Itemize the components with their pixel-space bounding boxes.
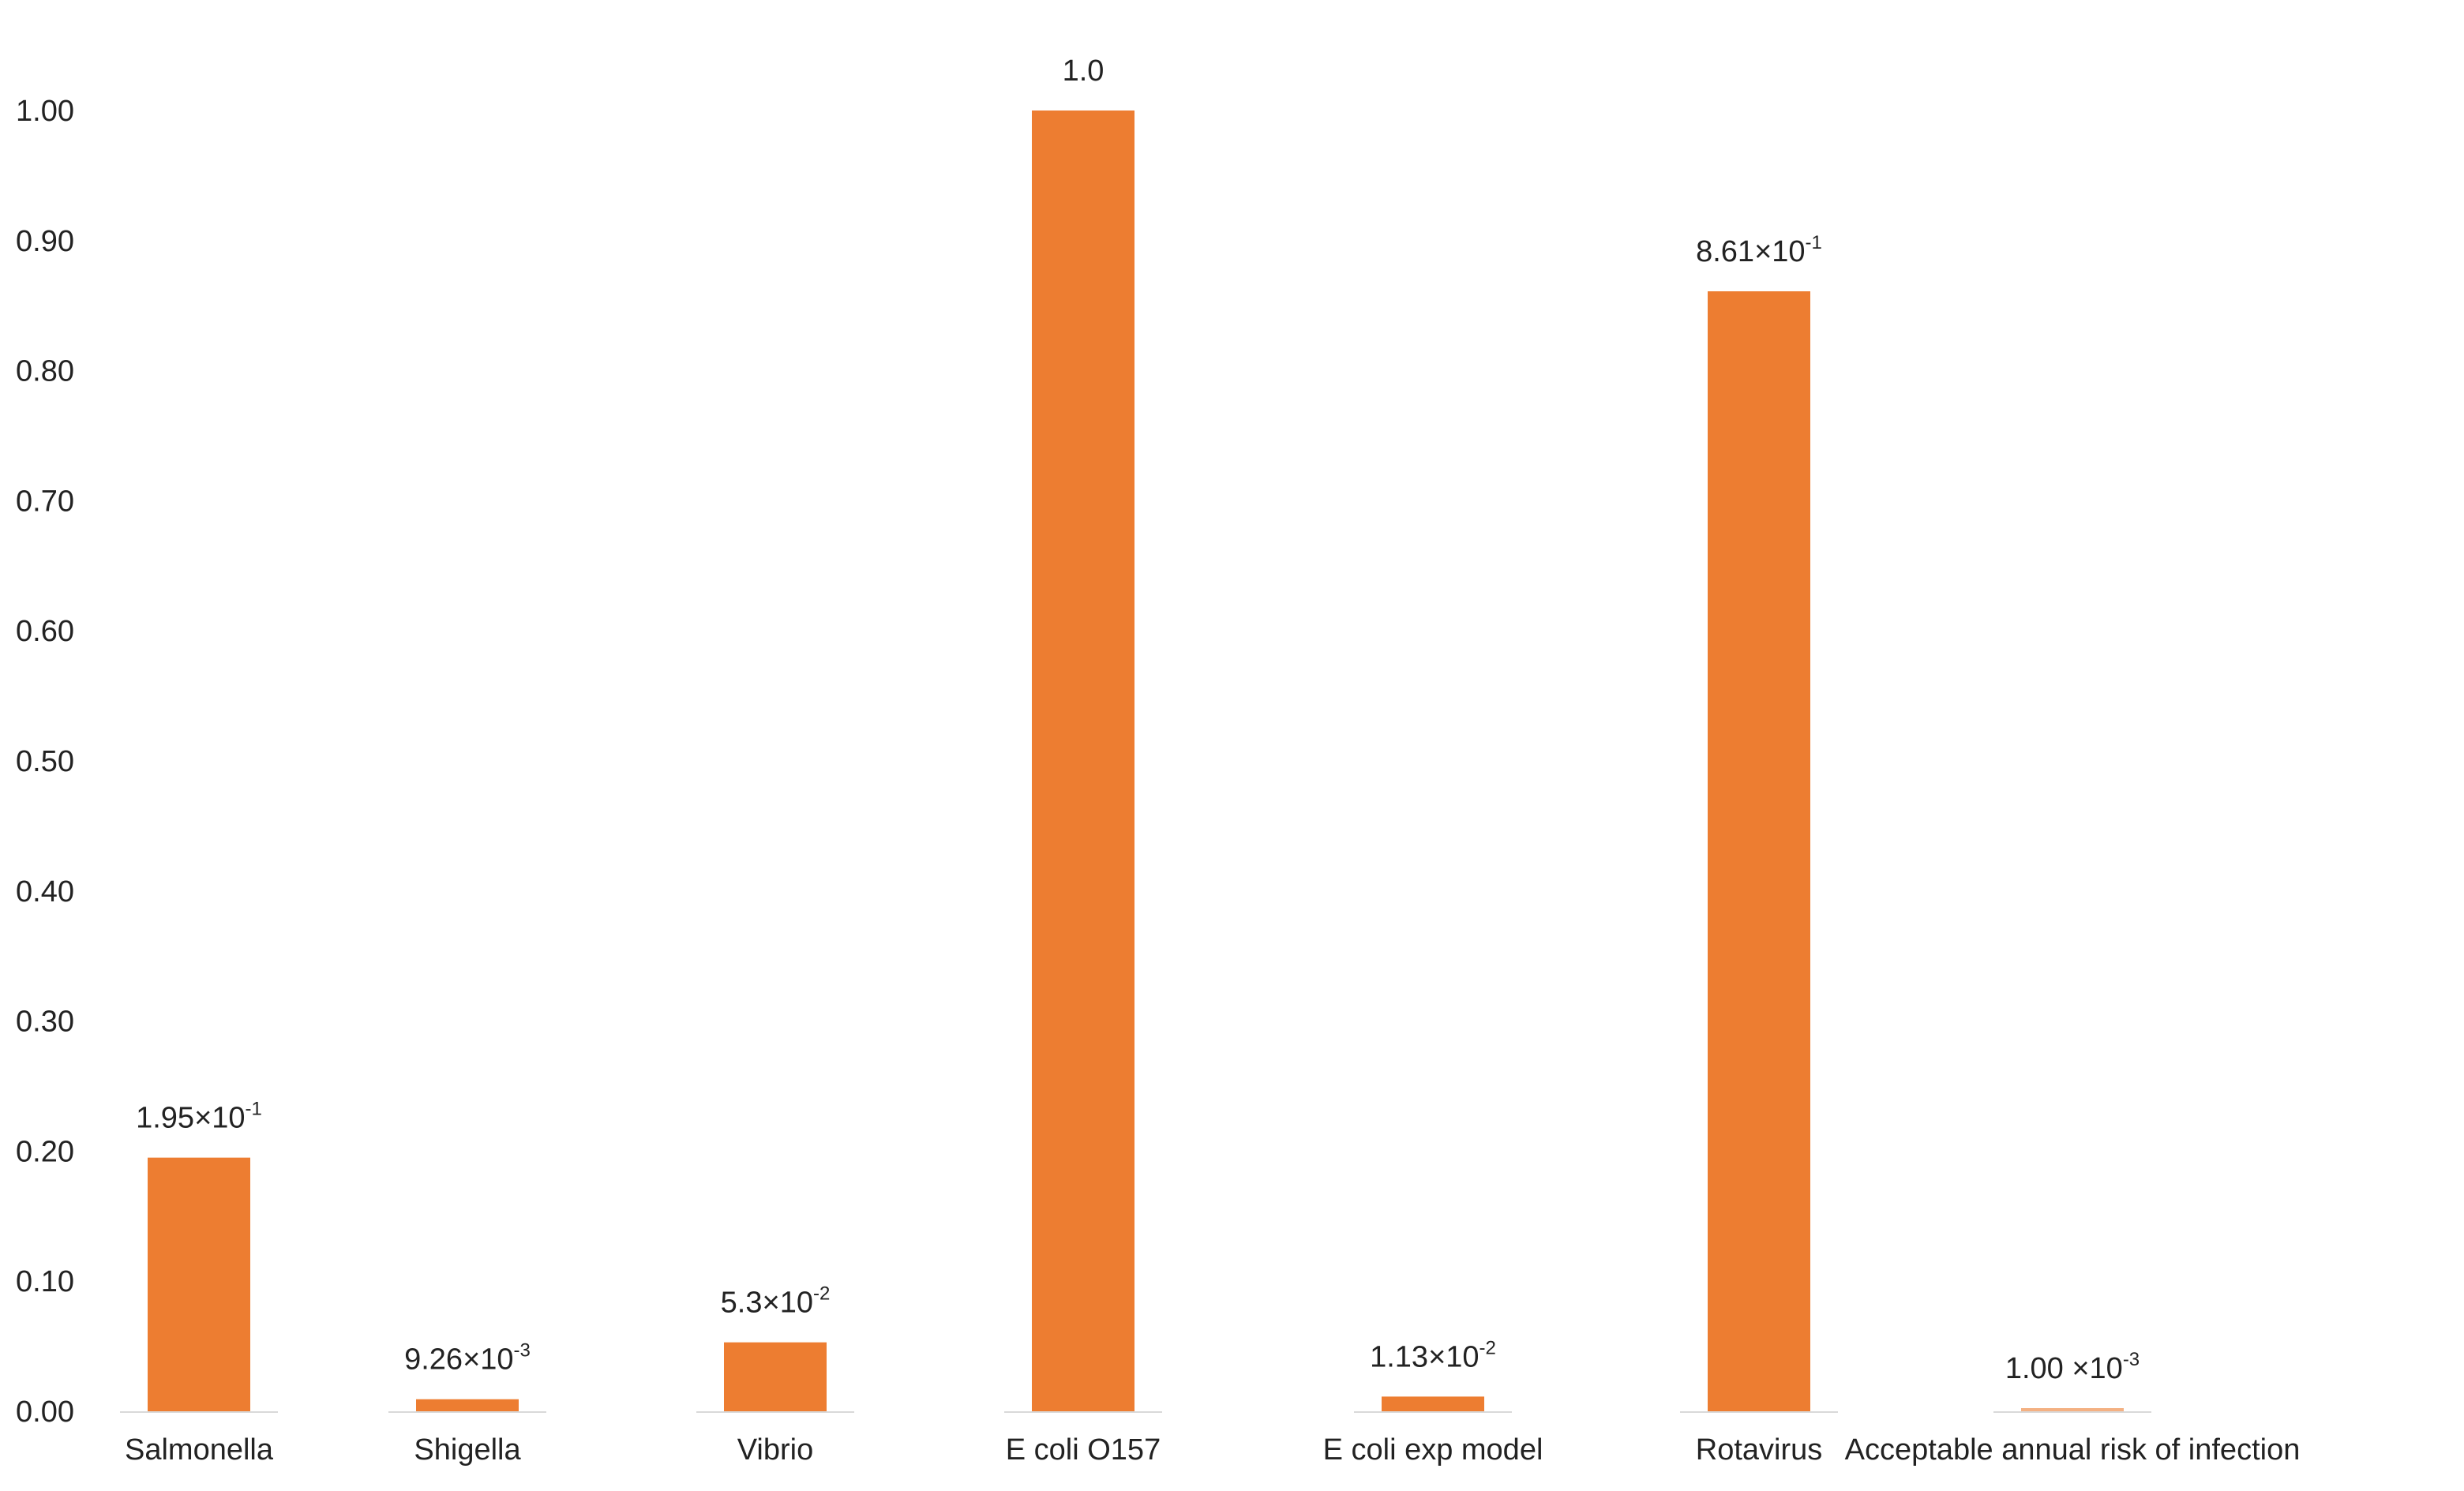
y-tick-label: 0.50	[16, 745, 74, 778]
category-label: Salmonella	[125, 1433, 274, 1467]
bar-shigella	[416, 1399, 519, 1411]
data-label: 1.95×10-1	[136, 1099, 262, 1135]
y-tick-label: 0.80	[16, 355, 74, 388]
data-label: 5.3×10-2	[721, 1283, 831, 1320]
y-tick-label: 0.00	[16, 1395, 74, 1429]
data-label: 1.00 ×10-3	[2005, 1349, 2140, 1385]
y-tick-label: 0.10	[16, 1265, 74, 1298]
y-tick-label: 0.70	[16, 485, 74, 518]
data-label: 1.13×10-2	[1370, 1337, 1496, 1373]
category-label: Rotavirus	[1696, 1433, 1823, 1467]
data-labels-group: 1.95×10-1 9.26×10-3 5.3×10-2 1.0 1.13×10-2 8.…	[136, 54, 2140, 1385]
y-tick-label: 0.40	[16, 875, 74, 908]
bar-rotavirus	[1708, 291, 1810, 1411]
y-axis-tick-labels: 0.00 0.10 0.20 0.30 0.40 0.50 0.60 0.70 0.80 0.90…	[16, 95, 74, 1429]
data-label: 1.0	[1063, 54, 1104, 88]
category-label: E coli O157	[1006, 1433, 1161, 1467]
data-label: 9.26×10-3	[404, 1340, 531, 1377]
bar-salmonella	[148, 1157, 250, 1411]
bar-vibrio	[724, 1342, 827, 1411]
category-label: Vibrio	[737, 1433, 813, 1467]
y-tick-label: 0.90	[16, 225, 74, 258]
bar-e-coli-exp-model	[1382, 1396, 1484, 1411]
y-tick-label: 0.60	[16, 615, 74, 648]
category-label: Acceptable annual risk of infection	[1845, 1433, 2301, 1467]
y-tick-label: 0.20	[16, 1135, 74, 1168]
x-axis-category-labels: Salmonella Shigella Vibrio E coli O157 E col…	[125, 1433, 2300, 1467]
category-label: E coli exp model	[1323, 1433, 1543, 1467]
bar-acceptable-annual-risk-of-infection	[2021, 1408, 2124, 1411]
bars-group	[148, 111, 2124, 1411]
data-label: 8.61×10-1	[1696, 232, 1822, 268]
bar-e-coli-o157	[1032, 111, 1134, 1411]
y-tick-label: 0.30	[16, 1006, 74, 1039]
category-label: Shigella	[414, 1433, 521, 1467]
y-tick-label: 1.00	[16, 95, 74, 128]
